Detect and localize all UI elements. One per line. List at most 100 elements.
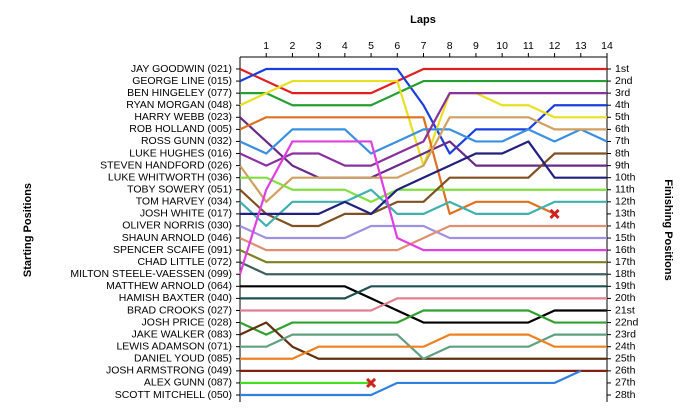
series-label: MATTHEW ARNOLD (064) <box>106 280 232 292</box>
x-tick-label: 7 <box>421 40 427 52</box>
series-label: CHAD LITTLE (072) <box>137 256 232 268</box>
lap-line <box>239 309 607 336</box>
series-label: TOBY SOWERY (051) <box>127 184 232 196</box>
y2-tick-label: 19th <box>615 280 636 292</box>
y2-tick-label: 15th <box>615 232 636 244</box>
lap-line <box>240 79 607 107</box>
lap-line <box>240 369 582 397</box>
lap-line <box>240 333 607 360</box>
x-tick-label: 2 <box>290 40 296 52</box>
series-label: DANIEL YOUD (085) <box>134 353 232 365</box>
y2-tick-label: 23rd <box>615 328 636 340</box>
series-label: JOSH WHITE (017) <box>140 208 232 220</box>
series-label: JAKE WALKER (083) <box>131 328 232 340</box>
lap-line <box>240 285 607 324</box>
series-label: ALEX GUNN (087) <box>144 377 232 389</box>
x-tick-label: 13 <box>575 40 587 52</box>
lap-line <box>239 128 608 155</box>
y2-tick-label: 1st <box>615 63 629 75</box>
series-label: GEORGE LINE (015) <box>132 75 232 87</box>
y2-tick-label: 26th <box>615 365 636 377</box>
lap-line <box>239 321 607 360</box>
lap-line <box>239 152 607 228</box>
lap-line <box>239 249 607 264</box>
y2-tick-label: 3rd <box>615 87 630 99</box>
y2-tick-label: 7th <box>615 135 630 147</box>
chart-title: Laps <box>410 14 436 26</box>
series-label: LEWIS ADAMSON (071) <box>116 340 232 352</box>
series-label: JAY GOODWIN (021) <box>131 63 232 75</box>
y2-axis-label: Finishing Positions <box>662 179 674 280</box>
series-label: OLIVER NORRIS (030) <box>122 220 232 232</box>
y2-tick-label: 4th <box>615 99 630 111</box>
lap-line <box>240 333 607 360</box>
retired-marker <box>366 377 377 388</box>
x-tick-label: 5 <box>368 40 374 52</box>
lap-line <box>239 224 607 252</box>
series-label: BRAD CROOKS (027) <box>127 304 232 316</box>
series-label: MILTON STEELE-VAESSEN (099) <box>70 268 232 280</box>
y2-tick-label: 6th <box>615 123 630 135</box>
lap-line <box>239 116 607 179</box>
y2-tick-label: 10th <box>615 171 636 183</box>
series-label: STEVEN HANDFORD (026) <box>100 159 232 171</box>
x-tick-label: 6 <box>394 40 400 52</box>
lap-line <box>240 297 607 312</box>
x-tick-label: 3 <box>316 40 322 52</box>
y2-tick-label: 17th <box>615 256 636 268</box>
y2-tick-label: 13th <box>615 208 636 220</box>
series-label: SHAUN ARNOLD (046) <box>122 232 232 244</box>
y2-tick-label: 12th <box>615 196 636 208</box>
y2-tick-label: 20th <box>615 292 636 304</box>
series-label: HARRY WEBB (023) <box>134 111 232 123</box>
y2-tick-label: 9th <box>615 159 630 171</box>
x-tick-label: 8 <box>447 40 453 52</box>
x-tick-label: 12 <box>549 40 561 52</box>
lap-line <box>240 285 607 300</box>
y2-tick-label: 2nd <box>615 75 633 87</box>
series-label: BEN HINGELEY (077) <box>127 87 232 99</box>
lap-line <box>240 176 607 203</box>
series-label: SCOTT MITCHELL (050) <box>115 389 232 401</box>
series-label: ROB HOLLAND (005) <box>129 123 232 135</box>
y2-tick-label: 14th <box>615 220 636 232</box>
y2-tick-label: 24th <box>615 340 636 352</box>
y2-tick-label: 28th <box>615 389 636 401</box>
retired-marker <box>549 208 560 219</box>
y2-tick-label: 5th <box>615 111 630 123</box>
lap-line <box>239 116 607 203</box>
y2-tick-label: 18th <box>615 268 636 280</box>
series-label: JOSH PRICE (028) <box>142 316 232 328</box>
y-axis-label: Starting Positions <box>22 183 34 277</box>
x-tick-label: 11 <box>523 40 534 52</box>
lap-line <box>238 140 607 275</box>
series-label: LUKE WHITWORTH (036) <box>108 171 232 183</box>
series-label: TOM HARVEY (034) <box>136 196 232 208</box>
lap-line <box>239 261 607 276</box>
lap-line <box>239 92 607 167</box>
x-tick-label: 14 <box>601 40 613 52</box>
series-label: LUKE HUGHES (016) <box>129 147 232 159</box>
lap-line <box>240 140 607 215</box>
lap-line <box>239 224 607 240</box>
lap-line <box>239 188 607 228</box>
x-tick-label: 9 <box>473 40 479 52</box>
y2-tick-label: 21st <box>615 304 635 316</box>
series-label: HAMISH BAXTER (040) <box>119 292 232 304</box>
lap-line <box>239 67 607 95</box>
y2-tick-label: 8th <box>615 147 630 159</box>
y2-tick-label: 16th <box>615 244 636 256</box>
series-label: RYAN MORGAN (048) <box>126 99 232 111</box>
y2-tick-label: 27th <box>615 377 636 389</box>
series-label: ROSS GUNN (032) <box>141 135 232 147</box>
series-label: SPENCER SCAIFE (091) <box>113 244 232 256</box>
series-label: JOSH ARMSTRONG (049) <box>106 365 232 377</box>
lap-line <box>239 116 556 215</box>
y2-tick-label: 22nd <box>615 316 639 328</box>
y2-tick-label: 25th <box>615 353 636 365</box>
x-tick-label: 4 <box>342 40 348 52</box>
y2-tick-label: 11th <box>615 184 635 196</box>
x-tick-label: 1 <box>263 40 269 52</box>
x-tick-label: 10 <box>496 40 508 52</box>
